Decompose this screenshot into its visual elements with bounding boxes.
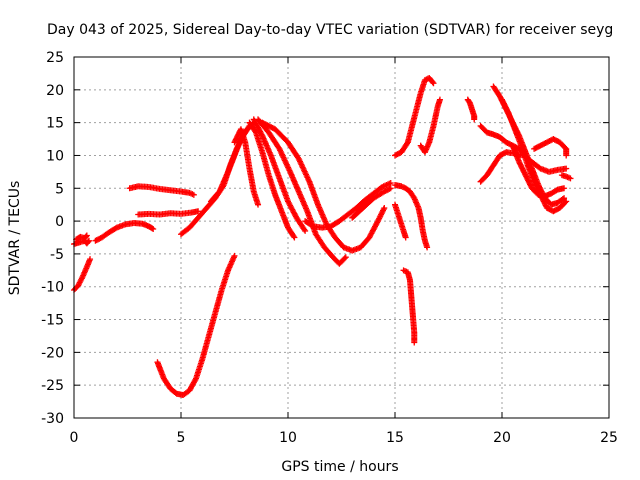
y-axis-label: SDTVAR / TECUs — [7, 181, 23, 296]
series-arc-26 — [499, 96, 570, 215]
data-point — [567, 175, 574, 182]
x-tick-labels: 0 5 10 15 20 25 — [70, 430, 618, 446]
x-tick-label: 20 — [493, 430, 511, 446]
data-point — [190, 191, 197, 198]
series-arc-10 — [231, 126, 262, 208]
y-tick-label: -25 — [41, 378, 64, 394]
data-point — [149, 225, 156, 232]
data-point — [381, 204, 388, 211]
series-arc-23 — [477, 122, 527, 156]
data-point — [471, 116, 478, 123]
y-tick-label: -20 — [41, 345, 64, 361]
data-point — [387, 180, 394, 187]
data-point — [563, 198, 570, 205]
x-tick-label: 5 — [177, 430, 186, 446]
series-arc-19 — [400, 267, 418, 346]
data-point — [429, 79, 436, 86]
data-point — [291, 234, 298, 241]
x-tick-label: 15 — [386, 430, 404, 446]
series-arc-20 — [392, 75, 437, 159]
data-point — [150, 225, 157, 232]
data-point — [404, 140, 411, 147]
series-arc-14 — [259, 119, 388, 254]
series-arc-5 — [126, 183, 197, 198]
data-point — [402, 234, 409, 241]
data-point — [561, 185, 568, 192]
data-point — [252, 128, 259, 135]
y-tick-label: 5 — [55, 181, 64, 197]
series-arc-17 — [392, 181, 431, 251]
data-point — [436, 96, 443, 103]
data-point — [85, 238, 92, 245]
y-tick-label: 20 — [46, 83, 64, 99]
data-point — [411, 339, 418, 346]
x-tick-label: 0 — [70, 430, 79, 446]
y-tick-label: -10 — [41, 280, 64, 296]
data-point — [231, 252, 238, 259]
series-arc-12 — [250, 116, 309, 234]
data-point — [290, 233, 297, 240]
y-tick-labels: -30 -25 -20 -15 -10 -5 0 5 10 15 20 25 — [41, 50, 64, 427]
data-point — [563, 165, 570, 172]
data-point — [255, 201, 262, 208]
y-tick-label: 25 — [46, 50, 64, 66]
data-point — [559, 196, 566, 203]
y-tick-label: -30 — [41, 411, 64, 427]
series-arc-6 — [135, 208, 202, 218]
data-point — [424, 244, 431, 251]
grid — [74, 57, 609, 418]
data-point — [387, 185, 394, 192]
data-point — [85, 237, 92, 244]
data-point — [87, 256, 94, 263]
series-arc-16 — [349, 185, 394, 221]
data-point — [302, 227, 309, 234]
series-arc-15 — [302, 180, 394, 231]
series-arc-29 — [558, 172, 574, 182]
series-arc-22 — [464, 96, 478, 123]
y-tick-label: 10 — [46, 148, 64, 164]
series-arc-9 — [154, 252, 238, 399]
x-tick-label: 25 — [600, 430, 618, 446]
data-point — [192, 376, 199, 383]
chart-title: Day 043 of 2025, Sidereal Day-to-day VTE… — [47, 22, 613, 38]
x-tick-label: 10 — [279, 430, 297, 446]
series-arc-3 — [73, 232, 90, 243]
data-point — [430, 80, 437, 87]
x-axis-label: GPS time / hours — [281, 459, 398, 475]
series-arc-4 — [92, 220, 157, 244]
y-tick-label: 0 — [55, 214, 64, 230]
series-arc-27 — [509, 142, 568, 200]
series-arc-18 — [392, 201, 409, 241]
data-point — [195, 208, 202, 215]
y-tick-label: -15 — [41, 313, 64, 329]
plot-marks — [71, 75, 574, 399]
series-arc-28 — [531, 136, 570, 159]
plot-frame — [73, 56, 610, 419]
data-point — [386, 185, 393, 192]
data-point — [562, 199, 569, 206]
data-point — [83, 233, 90, 240]
y-tick-label: 15 — [46, 116, 64, 132]
data-point — [83, 232, 90, 239]
data-point — [563, 152, 570, 159]
data-point — [301, 226, 308, 233]
y-tick-label: -5 — [50, 247, 64, 263]
series-arc-21 — [417, 96, 443, 156]
data-point — [561, 195, 568, 202]
series-arc-11 — [246, 119, 298, 241]
data-point — [342, 254, 349, 261]
data-point — [341, 255, 348, 262]
